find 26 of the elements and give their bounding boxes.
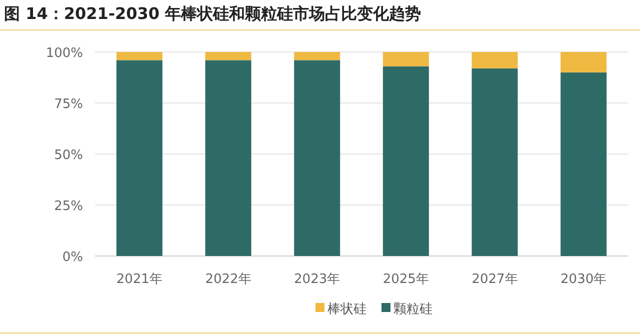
x-tick-label: 2021年: [116, 272, 162, 287]
bar: [116, 60, 162, 256]
bar: [294, 60, 340, 256]
bar: [472, 52, 518, 68]
x-tick-label: 2023年: [294, 272, 340, 287]
bar: [560, 52, 607, 72]
bar: [382, 66, 429, 256]
bar: [116, 52, 162, 60]
bar: [472, 68, 518, 256]
y-tick-label: 25%: [54, 199, 83, 214]
chart-title: 图 14：2021-2030 年棒状硅和颗粒硅市场占比变化趋势: [4, 4, 422, 23]
legend-label: 棒状硅: [328, 302, 366, 317]
y-tick-label: 75%: [54, 97, 83, 112]
x-tick-label: 2025年: [382, 272, 429, 287]
y-tick-label: 50%: [54, 148, 83, 163]
legend-label: 颗粒硅: [394, 302, 432, 317]
bar: [294, 52, 340, 60]
x-tick-label: 2030年: [560, 272, 607, 287]
y-tick-label: 0%: [62, 250, 83, 265]
bar: [382, 52, 429, 66]
bar: [560, 72, 607, 256]
y-tick-label: 100%: [46, 46, 83, 61]
x-tick-label: 2027年: [472, 272, 518, 287]
bar: [205, 60, 252, 256]
bar: [205, 52, 252, 60]
x-tick-label: 2022年: [205, 272, 252, 287]
